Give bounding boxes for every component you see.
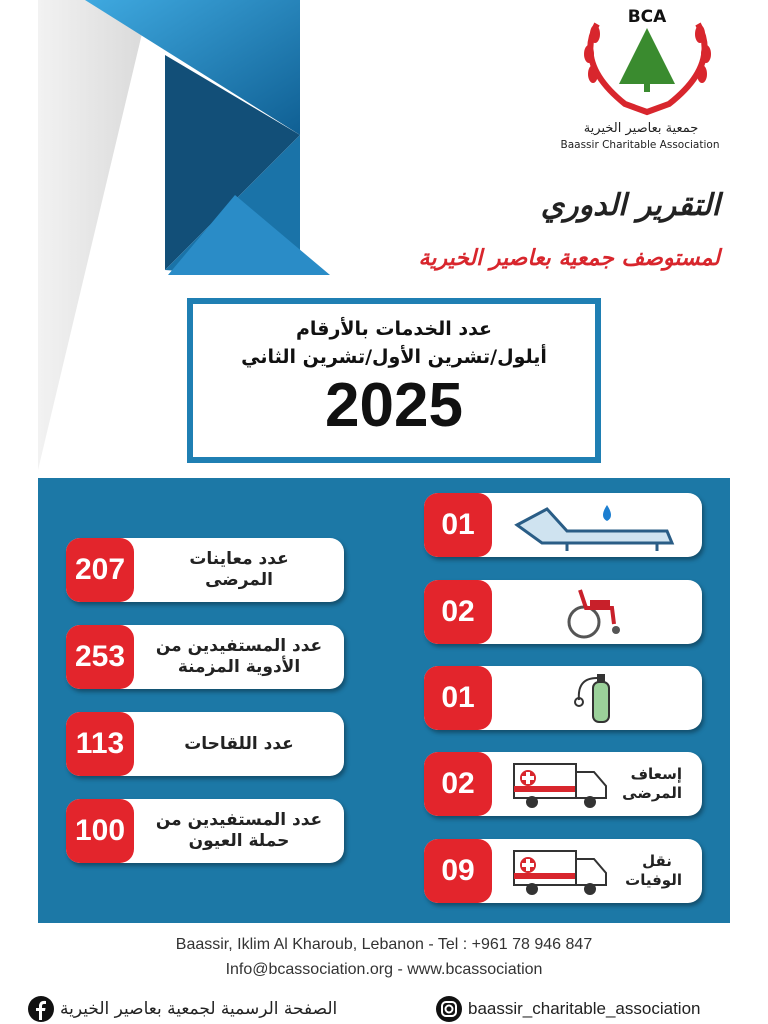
instagram-icon — [436, 996, 462, 1022]
stat-card-oxygen: 01 — [424, 666, 702, 730]
instagram-handle[interactable]: baassir_charitable_association — [468, 999, 701, 1018]
stat-card-patient-ambulance: 02 إسعاف المرضى — [424, 752, 702, 816]
stat-value: 02 — [424, 752, 492, 816]
instagram-link[interactable]: baassir_charitable_association — [436, 996, 700, 1022]
medical-bed-icon — [514, 505, 675, 551]
stat-card-medical-bed: 01 — [424, 493, 702, 557]
logo-name-english: Baassir Charitable Association — [560, 139, 720, 151]
stat-value: 113 — [66, 712, 134, 776]
logo-name-arabic: جمعية بعاصير الخيرية — [583, 121, 699, 136]
facebook-link[interactable]: الصفحة الرسمية لجمعية بعاصير الخيرية — [28, 996, 337, 1022]
footer-contact: Info@bcassociation.org - www.bcassociati… — [225, 961, 543, 978]
oxygen-tank-icon — [574, 674, 610, 723]
ambulance-icon — [513, 763, 607, 808]
stat-card-eye-campaign: 100 عدد المستفيدين من حملة العيون — [66, 799, 344, 863]
bca-logo: BCA — [584, 7, 711, 116]
stat-label: إسعاف المرضى — [622, 765, 682, 802]
period-heading: عدد الخدمات بالأرقام — [295, 318, 493, 340]
svg-text:BCA: BCA — [628, 7, 667, 27]
stat-value: 02 — [424, 580, 492, 644]
stat-value: 253 — [66, 625, 134, 689]
page-title: التقرير الدوري — [540, 188, 720, 223]
stat-card-deceased-transport: 09 نقل الوفيات — [424, 839, 702, 903]
stat-value: 100 — [66, 799, 134, 863]
stat-value: 207 — [66, 538, 134, 602]
stat-card-chronic-medication: 253 عدد المستفيدين من الأدوية المزمنة — [66, 625, 344, 689]
stat-value: 01 — [424, 493, 492, 557]
stat-card-vaccines: 113 عدد اللقاحات — [66, 712, 344, 776]
page-subtitle: لمستوصف جمعية بعاصير الخيرية — [418, 246, 720, 271]
period-box: عدد الخدمات بالأرقام أيلول/تشرين الأول/ت… — [187, 298, 601, 463]
stat-label: عدد اللقاحات — [184, 733, 294, 754]
stat-label: عدد المستفيدين من حملة العيون — [155, 810, 323, 851]
stat-label: عدد معاينات المرضى — [189, 549, 289, 590]
stat-card-patient-visits: 207 عدد معاينات المرضى — [66, 538, 344, 602]
period-year: 2025 — [325, 371, 463, 440]
stat-value: 01 — [424, 666, 492, 730]
ambulance-icon — [513, 850, 607, 895]
stat-card-wheelchair: 02 — [424, 580, 702, 644]
facebook-icon — [28, 996, 54, 1022]
stat-label: نقل الوفيات — [625, 852, 682, 889]
stat-value: 09 — [424, 839, 492, 903]
footer-address: Baassir, Iklim Al Kharoub, Lebanon - Tel… — [175, 936, 593, 953]
facebook-page-name[interactable]: الصفحة الرسمية لجمعية بعاصير الخيرية — [60, 999, 338, 1019]
stat-label: عدد المستفيدين من الأدوية المزمنة — [155, 636, 323, 677]
decorative-geometric-shapes — [38, 0, 330, 470]
period-months: أيلول/تشرين الأول/تشرين الثاني — [241, 346, 547, 368]
wheelchair-icon — [567, 589, 620, 639]
